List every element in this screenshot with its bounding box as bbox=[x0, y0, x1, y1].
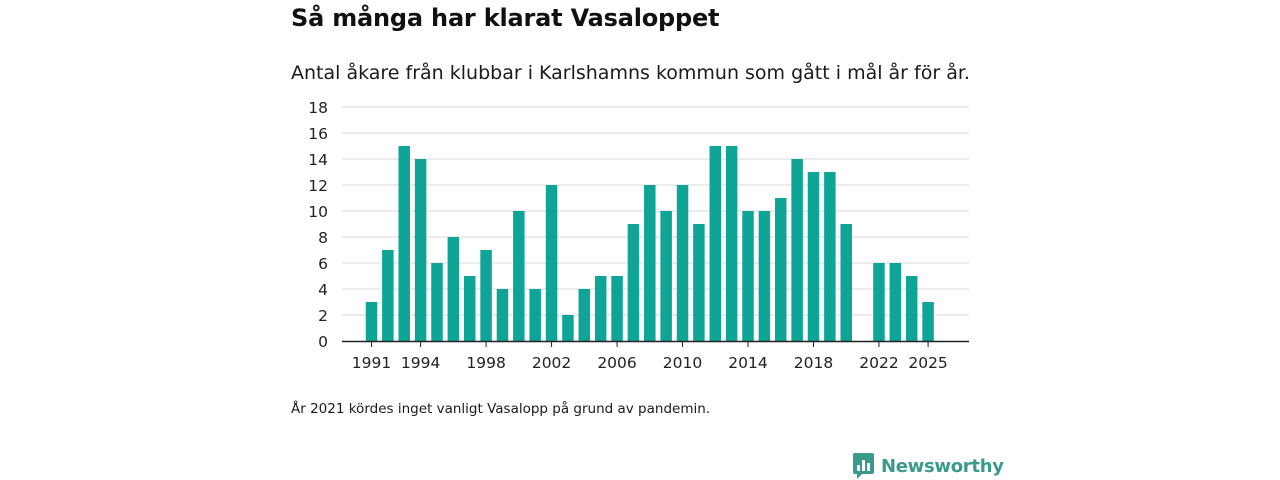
x-tick-label: 2006 bbox=[597, 354, 636, 372]
x-tick-label: 2018 bbox=[794, 354, 833, 372]
bar-2025 bbox=[922, 302, 934, 341]
bar-2014 bbox=[742, 211, 754, 341]
brand-logo: Newsworthy bbox=[853, 453, 1004, 479]
bar-2022 bbox=[873, 263, 885, 341]
bar-2003 bbox=[562, 315, 574, 341]
bar-1995 bbox=[431, 263, 443, 341]
x-tick-label: 1998 bbox=[466, 354, 505, 372]
bar-chart: 0 2 4 6 8 10 12 14 16 18 1991 1994 1998 2002 2006 2010… bbox=[308, 99, 969, 372]
bar-2000 bbox=[513, 211, 525, 341]
bar-2023 bbox=[889, 263, 902, 341]
bar-2017 bbox=[791, 159, 803, 341]
bar-2006 bbox=[611, 276, 623, 341]
x-tick-label: 2002 bbox=[532, 354, 571, 372]
bar-2004 bbox=[578, 289, 591, 341]
bar-2015 bbox=[758, 211, 771, 341]
bar-2013 bbox=[725, 146, 738, 341]
footnote: År 2021 kördes inget vanligt Vasalopp på… bbox=[291, 401, 711, 417]
y-tick-label: 18 bbox=[308, 99, 328, 117]
bar-2016 bbox=[775, 198, 787, 341]
bar-2011 bbox=[693, 224, 705, 341]
bar-2012 bbox=[709, 146, 722, 341]
x-tick-label: 2014 bbox=[728, 354, 767, 372]
bar-2019 bbox=[824, 172, 836, 341]
bar-1991 bbox=[365, 302, 378, 341]
y-tick-label: 10 bbox=[308, 203, 328, 221]
bar-1994 bbox=[414, 159, 427, 341]
chart-subtitle: Antal åkare från klubbar i Karlshamns ko… bbox=[291, 62, 970, 84]
bar-1993 bbox=[398, 146, 410, 341]
bar-2008 bbox=[644, 185, 656, 341]
x-tick-label: 1991 bbox=[352, 354, 391, 372]
bar-2002 bbox=[545, 185, 558, 341]
bar-2020 bbox=[840, 224, 852, 341]
bar-2001 bbox=[529, 289, 541, 341]
bar-1992 bbox=[382, 250, 394, 341]
bar-1998 bbox=[480, 250, 492, 341]
bar-1997 bbox=[463, 276, 476, 341]
bar-2024 bbox=[905, 276, 918, 341]
y-tick-label: 8 bbox=[318, 229, 328, 247]
bar-2007 bbox=[627, 224, 640, 341]
y-tick-label: 2 bbox=[318, 307, 328, 325]
bar-1996 bbox=[447, 237, 460, 341]
newsworthy-logo-icon bbox=[853, 453, 874, 479]
y-tick-label: 6 bbox=[318, 255, 328, 273]
brand-name: Newsworthy bbox=[881, 455, 1004, 477]
x-tick-label: 2025 bbox=[908, 354, 947, 372]
bar-2010 bbox=[676, 185, 689, 341]
y-tick-label: 16 bbox=[308, 125, 328, 143]
bar-2009 bbox=[660, 211, 672, 341]
y-tick-label: 0 bbox=[318, 333, 328, 351]
bar-1999 bbox=[496, 289, 509, 341]
x-tick-label: 2022 bbox=[859, 354, 898, 372]
x-tick-label: 2010 bbox=[663, 354, 702, 372]
bar-2005 bbox=[594, 276, 607, 341]
bar-2018 bbox=[807, 172, 820, 341]
chart-title: Så många har klarat Vasaloppet bbox=[291, 4, 720, 32]
x-tick-label: 1994 bbox=[401, 354, 440, 372]
y-tick-label: 14 bbox=[308, 151, 328, 169]
y-tick-label: 4 bbox=[318, 281, 328, 299]
y-tick-label: 12 bbox=[308, 177, 328, 195]
